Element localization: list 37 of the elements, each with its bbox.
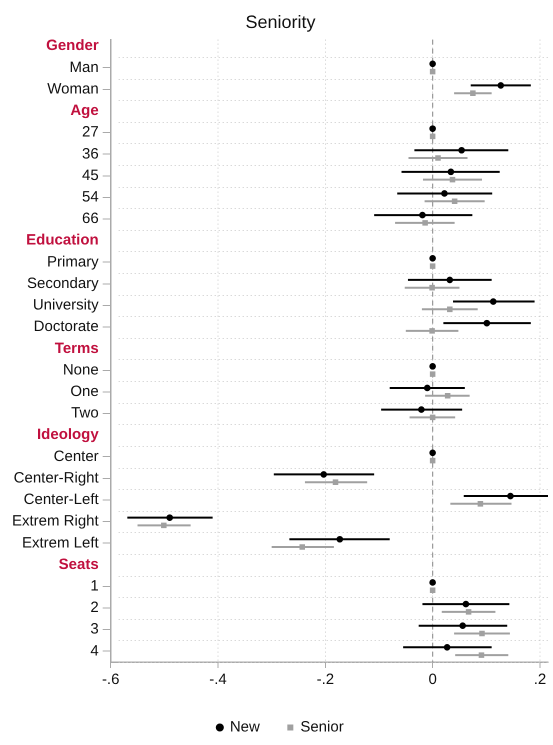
y-tick-label: None [62, 361, 99, 378]
y-tick-label: Center [54, 448, 99, 465]
y-tick-label: Gender [46, 37, 99, 54]
y-tick-label: Center-Right [14, 469, 100, 486]
chart-title: Seniority [245, 12, 316, 32]
y-tick-label: Extrem Left [22, 534, 100, 552]
y-tick-label: Seats [58, 556, 99, 573]
y-tick-label: Extrem Right [12, 512, 100, 530]
y-tick-label: 3 [90, 620, 99, 638]
legend-label: New [230, 718, 260, 736]
y-tick-label: 27 [82, 124, 99, 141]
y-tick-label: 4 [90, 642, 99, 660]
x-tick-label: -.4 [209, 671, 227, 688]
x-tick-label: .2 [534, 671, 546, 688]
legend-label: Senior [300, 718, 344, 736]
x-tick-label: -.2 [316, 671, 334, 688]
y-tick-label: 2 [90, 599, 99, 616]
y-tick-label: Secondary [26, 274, 100, 292]
y-tick-label: Primary [47, 253, 100, 270]
y-tick-label: Age [70, 102, 99, 120]
y-tick-label: Ideology [37, 426, 100, 444]
y-tick-label: Man [70, 58, 99, 76]
y-tick-label: 45 [82, 166, 99, 184]
y-tick-label: Terms [54, 340, 99, 357]
y-tick-label: Doctorate [34, 318, 99, 336]
y-tick-label: Two [71, 404, 99, 422]
y-tick-label: One [70, 383, 99, 400]
y-tick-label: 54 [82, 188, 99, 206]
y-tick-label: 66 [82, 210, 99, 228]
y-tick-label: University [32, 296, 100, 314]
y-tick-label: Center-Left [24, 491, 100, 508]
x-tick-label: 0 [428, 671, 437, 688]
y-tick-label: Education [26, 232, 99, 249]
x-tick-label: -.6 [102, 671, 120, 688]
y-tick-label: 1 [90, 578, 99, 594]
y-tick-label: 36 [82, 145, 99, 162]
y-tick-label: Woman [47, 80, 99, 98]
